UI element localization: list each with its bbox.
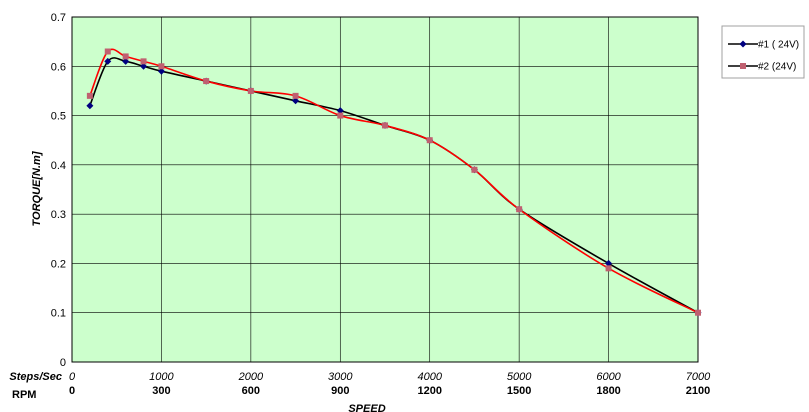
series-1-point xyxy=(86,102,94,110)
y-axis-title: TORQUE[N.m] xyxy=(31,151,43,226)
y-tick-label: 0.5 xyxy=(51,111,66,123)
x-tick-label: 6000 xyxy=(596,371,621,383)
x-axis-label-rpm: RPM xyxy=(12,389,36,401)
series-2-point xyxy=(695,309,701,316)
series-2-point xyxy=(516,206,523,213)
y-tick-label: 0.6 xyxy=(51,61,66,73)
series-1-point xyxy=(157,67,165,75)
legend-label-series-1: #1 ( 24V) xyxy=(758,40,799,51)
plot-border xyxy=(71,16,699,363)
series-1-point xyxy=(605,259,613,267)
series-2-point xyxy=(605,265,612,272)
series-2-point xyxy=(104,48,111,55)
series-1-point xyxy=(336,107,344,115)
series-2-point xyxy=(158,63,165,70)
x-tick-label-rpm: 1200 xyxy=(417,385,441,397)
x-tick-label-rpm: 300 xyxy=(152,385,170,397)
y-gridlines xyxy=(72,16,698,363)
y-tick-label: 0.3 xyxy=(51,209,66,221)
y-tick-label: 0.7 xyxy=(51,12,66,24)
legend: #1 ( 24V) #2 (24V) xyxy=(721,25,805,79)
x-tick-label-rpm: 1800 xyxy=(596,385,620,397)
plot-area xyxy=(72,17,698,362)
x-tick-label: 7000 xyxy=(686,371,711,383)
series-1-point xyxy=(104,57,112,65)
series-2-point xyxy=(337,112,344,119)
x-tick-label-rpm: 600 xyxy=(242,385,260,397)
x-tick-labels: 0 1000 2000 3000 4000 5000 6000 7000 xyxy=(69,371,711,383)
series-2-point xyxy=(426,137,433,144)
x-tick-label-rpm: 900 xyxy=(331,385,349,397)
x-tick-label: 3000 xyxy=(328,371,353,383)
series-1-point xyxy=(292,97,300,105)
x-tick-label: 1000 xyxy=(149,371,174,383)
series-2-point xyxy=(292,92,299,99)
series-2-point xyxy=(247,87,254,94)
series-2-point xyxy=(382,122,388,129)
series-2-point xyxy=(471,166,478,173)
series-markers xyxy=(86,48,702,317)
y-tick-labels: 0 0.1 0.2 0.3 0.4 0.5 0.6 0.7 xyxy=(51,12,66,369)
series-1-point xyxy=(140,62,148,70)
series-2-point xyxy=(122,53,129,60)
y-tick-label: 0.1 xyxy=(51,308,66,320)
legend-marker-series-1 xyxy=(739,40,747,48)
y-tick-label: 0.4 xyxy=(51,160,66,172)
x-tick-label-rpm: 0 xyxy=(69,385,75,397)
series-1-point xyxy=(122,57,130,65)
x-tick-label: 5000 xyxy=(507,371,532,383)
x-axis-title: SPEED xyxy=(348,403,385,412)
x-tick-label-rpm: 2100 xyxy=(686,385,710,397)
x-tick-labels-rpm: 0 300 600 900 1200 1500 1800 2100 xyxy=(69,385,710,397)
x-axis-label-steps: Steps/Sec xyxy=(9,371,62,383)
series-2-point xyxy=(203,78,210,85)
legend-box xyxy=(721,25,805,79)
series-2-point xyxy=(86,92,93,99)
x-tick-label: 4000 xyxy=(417,371,442,383)
series-2-point xyxy=(140,58,147,65)
y-tick-label: 0 xyxy=(60,357,66,369)
legend-label-series-2: #2 (24V) xyxy=(758,62,796,73)
x-tick-label: 0 xyxy=(69,371,76,383)
y-tick-label: 0.2 xyxy=(51,258,66,270)
x-tick-label: 2000 xyxy=(238,371,264,383)
x-tick-label-rpm: 1500 xyxy=(507,385,531,397)
legend-marker-series-2 xyxy=(740,63,746,69)
